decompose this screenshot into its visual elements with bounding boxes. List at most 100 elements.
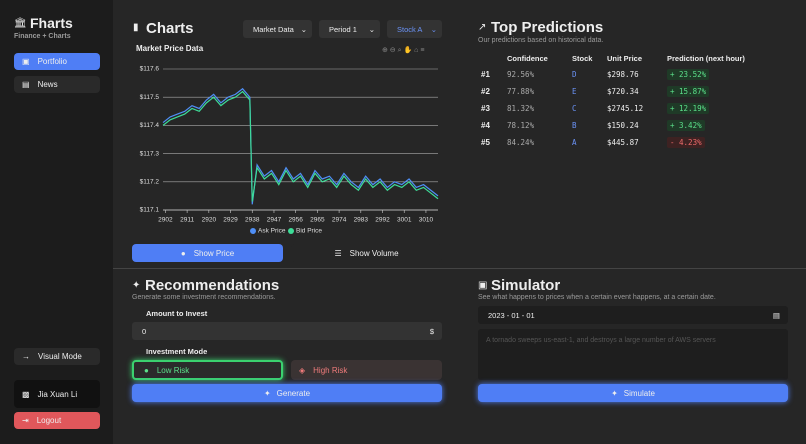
prediction: + 23.52% — [667, 69, 710, 80]
button-label: Show Volume — [349, 248, 399, 258]
divider — [113, 268, 806, 269]
unit-price: $445.87 — [607, 138, 639, 147]
x-tick-label: 2929 — [223, 217, 238, 224]
confidence: 84.24% — [507, 138, 535, 147]
chart-toolbar[interactable]: ⊕ ⊖ ⌕ ✋ ⌂ ≡ — [382, 45, 424, 54]
placeholder: A tornado sweeps us-east-1, and destroys… — [486, 337, 716, 344]
predictions-title: Top Predictions — [491, 19, 604, 36]
chart-title: Market Price Data — [136, 44, 204, 53]
nav-portfolio[interactable]: ▣ Portfolio — [14, 53, 100, 70]
date-value: 2023 - 01 - 01 — [488, 310, 535, 320]
user-card[interactable]: ▩ Jia Xuan Li — [14, 380, 100, 408]
select-label: Period 1 — [329, 24, 357, 34]
button-label: Visual Mode — [38, 352, 82, 361]
button-label: Low Risk — [156, 365, 190, 375]
rank: #5 — [481, 138, 490, 147]
y-tick-label: $117.3 — [140, 150, 160, 157]
visual-mode-button[interactable]: → Visual Mode — [14, 348, 100, 365]
line-series — [162, 87, 439, 205]
sparkle-icon: ✦ — [132, 280, 141, 291]
y-tick-label: $117.1 — [140, 207, 160, 214]
x-tick-label: 2965 — [310, 217, 325, 224]
select[interactable]: Stock A ⌄ — [387, 20, 442, 38]
simulator-subtitle: See what happens to prices when a certai… — [478, 294, 716, 301]
show-price-button[interactable]: ● Show Price — [132, 244, 283, 262]
date-input[interactable]: 2023 - 01 - 01 ▤ — [478, 306, 788, 324]
predictions-subtitle: Our predictions based on historical data… — [478, 37, 604, 44]
amount-label: Amount to Invest — [146, 309, 208, 318]
logo-icon: 🏛 — [14, 18, 27, 29]
recommendations-title: Recommendations — [145, 277, 280, 294]
high-risk-button[interactable]: ◈ High Risk — [291, 360, 442, 380]
low-risk-button[interactable]: ● Low Risk — [132, 360, 283, 380]
confidence: 77.88% — [507, 87, 535, 96]
confidence: 81.32% — [507, 104, 535, 113]
column-header: Unit Price — [607, 54, 643, 63]
confidence: 92.56% — [507, 70, 535, 79]
amount-input[interactable]: 0 $ — [132, 322, 442, 340]
simulate-button[interactable]: ✦ Simulate — [478, 384, 788, 402]
nav-label: News — [37, 80, 58, 89]
prediction: + 3.42% — [667, 120, 705, 131]
legend-label: Bid Price — [296, 228, 322, 235]
rank: #1 — [481, 70, 490, 79]
x-tick-label: 2911 — [180, 217, 194, 224]
x-tick-label: 2983 — [354, 217, 369, 224]
line-series — [162, 90, 439, 202]
recommendations-subtitle: Generate some investment recommendations… — [132, 294, 276, 301]
y-tick-label: $117.5 — [140, 94, 160, 101]
unit-price: $298.76 — [607, 70, 639, 79]
chart: Market Price Data ⊕ ⊖ ⌕ ✋ ⌂ ≡ $117.1 $117… — [136, 44, 439, 235]
event-textarea[interactable]: A tornado sweeps us-east-1, and destroys… — [478, 329, 788, 380]
x-tick-label: 2902 — [158, 217, 173, 224]
logout-button[interactable]: ⇥ Logout — [14, 412, 100, 429]
unit-price: $720.34 — [607, 87, 639, 96]
x-tick-label: 2920 — [202, 217, 217, 224]
y-tick-label: $117.6 — [140, 66, 160, 73]
x-tick-label: 2947 — [267, 217, 282, 224]
unit-price: $150.24 — [607, 121, 639, 130]
button-label: High Risk — [313, 365, 348, 375]
legend-swatch — [288, 228, 294, 234]
stock: A — [572, 138, 577, 147]
chart-icon: ▮ — [133, 22, 139, 33]
rank: #2 — [481, 87, 490, 96]
x-tick-label: 2992 — [375, 217, 390, 224]
chip-icon: ▣ — [478, 280, 488, 291]
user-name: Jia Xuan Li — [37, 389, 78, 399]
select[interactable]: Market Data ⌄ — [243, 20, 312, 38]
column-header: Stock — [572, 54, 593, 63]
tagline: Finance + Charts — [14, 33, 71, 40]
nav-news[interactable]: ▤ News — [14, 76, 100, 93]
button-label: Simulate — [623, 388, 655, 398]
x-tick-label: 3001 — [397, 217, 412, 224]
select[interactable]: Period 1 ⌄ — [319, 20, 380, 38]
button-label: Generate — [276, 388, 311, 398]
stock: E — [572, 87, 577, 96]
show-volume-button[interactable]: ☰ Show Volume — [291, 244, 442, 262]
simulator-title: Simulator — [491, 277, 561, 294]
x-tick-label: 2938 — [245, 217, 260, 224]
column-header: Prediction (next hour) — [667, 54, 745, 63]
mode-label: Investment Mode — [146, 347, 208, 356]
amount-value: 0 — [142, 326, 147, 336]
confidence: 78.12% — [507, 121, 535, 130]
x-tick-label: 2974 — [332, 217, 347, 224]
prediction: + 15.87% — [667, 86, 710, 97]
y-tick-label: $117.2 — [140, 179, 160, 186]
column-header: Confidence — [507, 54, 548, 63]
legend-label: Ask Price — [258, 228, 286, 235]
generate-button[interactable]: ✦ Generate — [132, 384, 442, 402]
stock: B — [572, 121, 577, 130]
y-tick-label: $117.4 — [140, 122, 160, 129]
x-tick-label: 3010 — [419, 217, 434, 224]
stock: C — [572, 104, 577, 113]
unit-price: $2745.12 — [607, 104, 644, 113]
brand: Fharts — [30, 15, 73, 31]
currency: $ — [429, 326, 434, 336]
nav-label: Portfolio — [37, 57, 67, 66]
rank: #3 — [481, 104, 490, 113]
select-label: Stock A — [397, 24, 423, 34]
sidebar — [0, 0, 113, 444]
prediction: - 4.23% — [667, 137, 705, 148]
